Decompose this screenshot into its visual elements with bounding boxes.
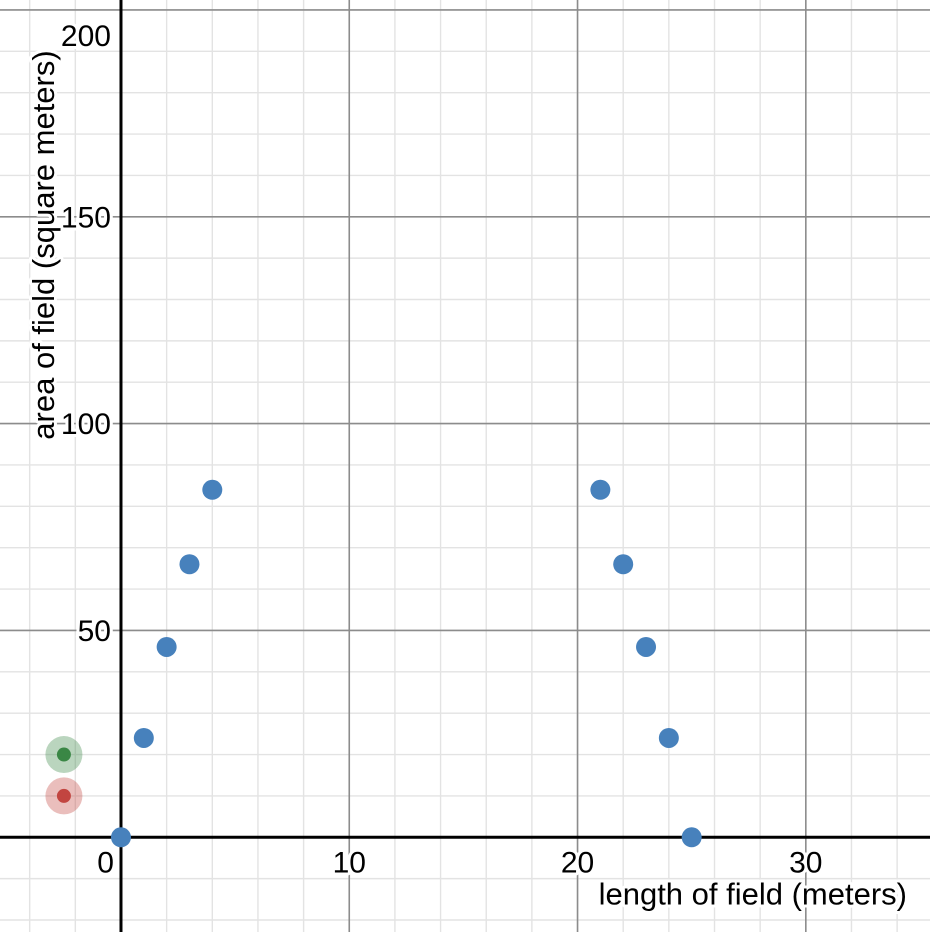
field-area-data-point <box>658 727 679 748</box>
field-area-data-point <box>681 827 702 848</box>
field-area-data-point <box>156 636 177 657</box>
x-tick-label: 0 <box>97 846 114 879</box>
x-tick-label: 30 <box>789 846 822 879</box>
field-area-data-point <box>590 479 611 500</box>
field-area-data-point <box>133 727 154 748</box>
x-tick-label: 10 <box>333 846 366 879</box>
x-tick-label: 20 <box>561 846 594 879</box>
axis-titles: length of field (meters) area of field (… <box>23 47 910 914</box>
x-axis-title: length of field (meters) <box>599 876 907 911</box>
field-area-data-point <box>179 554 200 575</box>
field-area-data-point <box>613 554 634 575</box>
field-area-data-point <box>202 479 223 500</box>
y-tick-label: 150 <box>61 201 111 234</box>
tick-labels: 0 10 20 30 50 100 150 200 <box>58 17 826 882</box>
green-movable-point[interactable] <box>56 747 71 762</box>
y-tick-label: 100 <box>61 408 111 441</box>
y-tick-label: 50 <box>78 615 111 648</box>
red-movable-point[interactable] <box>56 788 71 803</box>
y-axis-title: area of field (square meters) <box>26 50 61 439</box>
plot-points <box>45 479 702 848</box>
field-area-data-point <box>110 827 131 848</box>
field-area-data-point <box>636 636 657 657</box>
y-tick-label: 200 <box>61 20 111 53</box>
